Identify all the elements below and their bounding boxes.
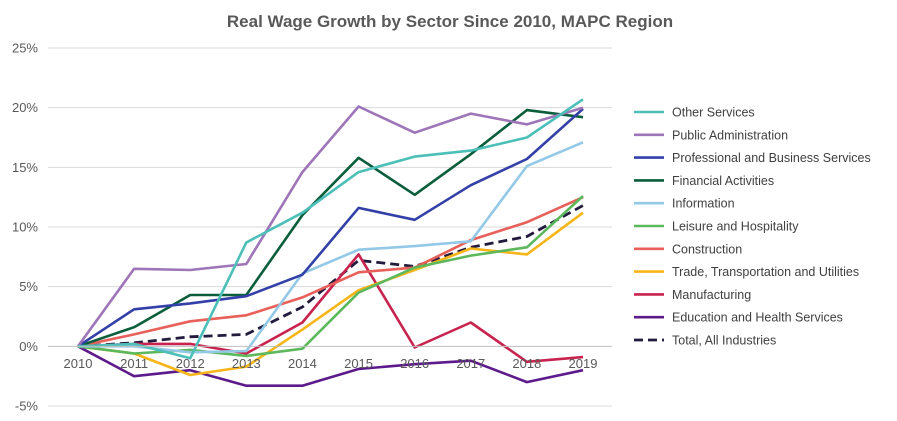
legend-item: Professional and Business Services <box>634 151 871 165</box>
legend-label: Education and Health Services <box>672 311 843 325</box>
legend-label: Leisure and Hospitality <box>672 220 799 234</box>
legend-item: Information <box>634 197 735 211</box>
y-tick-label: 15% <box>12 160 38 175</box>
series-line-professional-and-business-services <box>77 107 584 348</box>
legend-label: Trade, Transportation and Utilities <box>672 265 859 279</box>
x-tick-label: 2012 <box>176 356 205 371</box>
gridlines <box>48 47 612 407</box>
x-axis-tick-labels: 2010 2011 2012 2013 2014 2015 2016 2017 2018 2019 <box>64 356 598 371</box>
x-tick-label: 2019 <box>569 356 598 371</box>
series-line-manufacturing <box>77 253 584 364</box>
series-line-construction <box>77 196 584 348</box>
legend-label: Construction <box>672 242 742 256</box>
legend-label: Financial Activities <box>672 174 774 188</box>
y-tick-label: 20% <box>12 100 38 115</box>
series-line-leisure-and-hospitality <box>77 195 584 358</box>
legend-label: Manufacturing <box>672 288 751 302</box>
x-tick-label: 2014 <box>288 356 317 371</box>
legend-item: Education and Health Services <box>634 311 843 325</box>
y-tick-label: 10% <box>12 220 38 235</box>
series-line-information <box>78 141 584 354</box>
y-tick-label: 0% <box>19 339 38 354</box>
x-tick-label: 2011 <box>120 356 148 371</box>
x-tick-label: 2018 <box>512 356 541 371</box>
x-tick-label: 2017 <box>456 356 485 371</box>
y-axis-tick-labels: -5% 0% 5% 10% 15% 20% 25% <box>12 41 38 414</box>
legend-item: Other Services <box>634 106 755 120</box>
legend-item: Trade, Transportation and Utilities <box>634 265 859 279</box>
legend-item: Public Administration <box>634 128 788 142</box>
x-tick-label: 2016 <box>400 356 429 371</box>
y-tick-label: 5% <box>19 279 38 294</box>
legend-item: Manufacturing <box>634 288 751 302</box>
series-line-education-and-health-services <box>77 345 584 388</box>
x-tick-label: 2010 <box>64 356 93 371</box>
legend-item: Construction <box>634 242 742 256</box>
series-line-trade-transportation-and-utilities <box>77 211 584 377</box>
legend-item: Financial Activities <box>634 174 774 188</box>
legend-label: Professional and Business Services <box>672 151 871 165</box>
series-line-financial-activities <box>77 108 584 348</box>
legend-item: Total, All Industries <box>634 334 776 348</box>
series-lines <box>76 98 584 388</box>
legend-label: Total, All Industries <box>672 334 776 348</box>
legend: Other Services Public Administration Profe… <box>634 106 871 348</box>
legend-label: Information <box>672 197 735 211</box>
legend-label: Public Administration <box>672 128 788 142</box>
chart-title: Real Wage Growth by Sector Since 2010, M… <box>227 12 673 31</box>
series-line-other-services <box>77 98 584 360</box>
x-tick-label: 2013 <box>232 356 261 371</box>
x-tick-label: 2015 <box>344 356 373 371</box>
legend-item: Leisure and Hospitality <box>634 220 799 234</box>
legend-label: Other Services <box>672 106 755 120</box>
y-tick-label: 25% <box>12 41 38 56</box>
series-line-public-administration <box>76 105 584 348</box>
y-tick-label: -5% <box>15 399 39 414</box>
